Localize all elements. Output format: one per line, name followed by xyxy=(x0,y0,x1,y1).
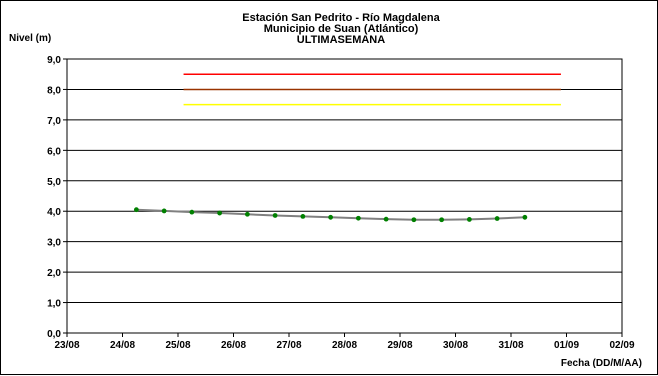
y-tick-label: 0,0 xyxy=(47,329,61,340)
y-tick-label: 3,0 xyxy=(47,238,61,249)
data-point xyxy=(439,217,445,223)
y-tick-label: 1,0 xyxy=(47,299,61,310)
x-tick-label: 29/08 xyxy=(387,340,412,351)
x-tick-label: 01/09 xyxy=(554,340,579,351)
x-tick-label: 26/08 xyxy=(221,340,246,351)
data-point xyxy=(272,213,278,218)
y-tick-label: 2,0 xyxy=(47,268,61,279)
y-tick-labels: 0,0 1,0 2,0 3,0 4,0 5,0 6,0 7,0 8,0 9,0 xyxy=(47,55,67,340)
x-tick-label: 28/08 xyxy=(332,340,357,351)
x-tick-labels: 23/08 24/08 25/08 26/08 27/08 28/08 29/08 30/08… xyxy=(54,333,635,351)
y-tick-label: 7,0 xyxy=(47,116,61,127)
data-point xyxy=(522,214,528,220)
data-point xyxy=(411,217,417,223)
data-point xyxy=(494,216,500,221)
y-axis-label: Nivel (m) xyxy=(9,33,51,44)
x-tick-label: 31/08 xyxy=(498,340,523,351)
x-tick-label: 23/08 xyxy=(54,340,79,351)
title-line-1: Estación San Pedrito - Río Magdalena xyxy=(242,12,440,24)
data-point xyxy=(328,214,334,220)
data-point xyxy=(355,215,361,221)
y-tick-label: 6,0 xyxy=(47,146,61,157)
x-tick-label: 02/09 xyxy=(609,340,634,351)
title-line-3: ULTIMASEMANA xyxy=(297,34,385,46)
threshold-lines xyxy=(183,73,561,106)
data-point xyxy=(133,207,139,213)
data-point xyxy=(466,217,472,222)
data-point xyxy=(383,216,389,222)
y-tick-label: 8,0 xyxy=(47,85,61,96)
data-point xyxy=(244,211,250,217)
title-line-2: Municipio de Suan (Atlántico) xyxy=(264,23,419,35)
series-group xyxy=(133,207,528,223)
data-point xyxy=(217,210,223,216)
y-tick-label: 5,0 xyxy=(47,177,61,188)
data-point xyxy=(189,209,195,215)
x-tick-label: 24/08 xyxy=(110,340,135,351)
y-tick-label: 9,0 xyxy=(47,55,61,66)
chart-title: Estación San Pedrito - Río Magdalena Mun… xyxy=(242,12,440,46)
x-tick-label: 27/08 xyxy=(276,340,301,351)
data-point xyxy=(300,213,306,219)
plot-area xyxy=(66,58,623,334)
x-tick-label: 30/08 xyxy=(443,340,468,351)
y-tick-label: 4,0 xyxy=(47,207,61,218)
x-tick-label: 25/08 xyxy=(165,340,190,351)
data-point xyxy=(161,208,167,214)
x-axis-label: Fecha (DD/M/AA) xyxy=(561,358,642,369)
